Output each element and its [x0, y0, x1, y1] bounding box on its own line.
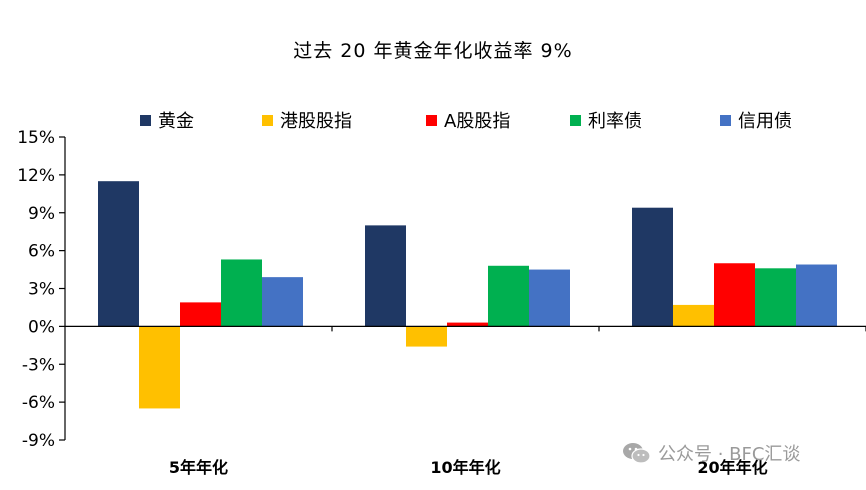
legend-label: A股股指 — [444, 111, 511, 132]
wechat-icon — [623, 443, 651, 464]
bar-1-1 — [98, 181, 139, 327]
chart-title: 过去 20 年黄金年化收益率 9% — [293, 40, 573, 62]
legend-swatch — [570, 114, 581, 126]
legend-swatch — [720, 114, 731, 126]
y-tick-label: -3% — [22, 355, 55, 375]
legend-label: 黄金 — [158, 111, 194, 132]
legend-swatch — [140, 114, 151, 126]
legend-item: 信用债 — [720, 107, 792, 133]
bar-2-2 — [406, 326, 447, 347]
legend-label: 利率债 — [588, 111, 642, 132]
legend-label: 港股股指 — [280, 111, 352, 132]
y-tick-label: 15% — [17, 128, 55, 148]
legend-item: 港股股指 — [262, 107, 352, 133]
watermark: 公众号 · BFC汇谈 — [622, 440, 800, 466]
legend-swatch — [262, 114, 273, 126]
y-tick-label: -6% — [22, 393, 55, 413]
bar-1-4 — [221, 259, 262, 327]
legend-label: 信用债 — [738, 111, 792, 132]
bar-3-1 — [632, 207, 673, 327]
category-label: 5年年化 — [169, 458, 228, 477]
category-label: 10年年化 — [430, 458, 500, 477]
bar-2-3 — [447, 322, 488, 327]
legend-item: 黄金 — [140, 107, 194, 133]
legend-item: A股股指 — [426, 107, 510, 133]
bar-3-4 — [755, 268, 796, 327]
bar-1-2 — [139, 326, 180, 409]
legend: 黄金 港股股指 A股股指 利率债 信用债 — [0, 107, 866, 135]
legend-swatch — [426, 114, 437, 126]
bar-3-5 — [796, 264, 837, 327]
watermark-text: 公众号 · BFC汇谈 — [658, 444, 801, 465]
bar-3-3 — [714, 263, 755, 327]
bar-1-3 — [180, 302, 221, 327]
bar-1-5 — [262, 277, 303, 327]
category-label: 20年年化 — [697, 458, 767, 477]
bar-3-2 — [673, 304, 714, 327]
bar-2-5 — [529, 269, 570, 327]
bar-2-4 — [488, 265, 529, 327]
y-tick-label: -9% — [22, 431, 55, 451]
y-tick-label: 3% — [28, 280, 55, 300]
legend-item: 利率债 — [570, 107, 642, 133]
y-tick-label: 0% — [28, 317, 55, 337]
bar-2-1 — [365, 225, 406, 327]
y-tick-label: 9% — [28, 204, 55, 224]
y-tick-label: 6% — [28, 242, 55, 262]
y-tick-label: 12% — [17, 166, 55, 186]
